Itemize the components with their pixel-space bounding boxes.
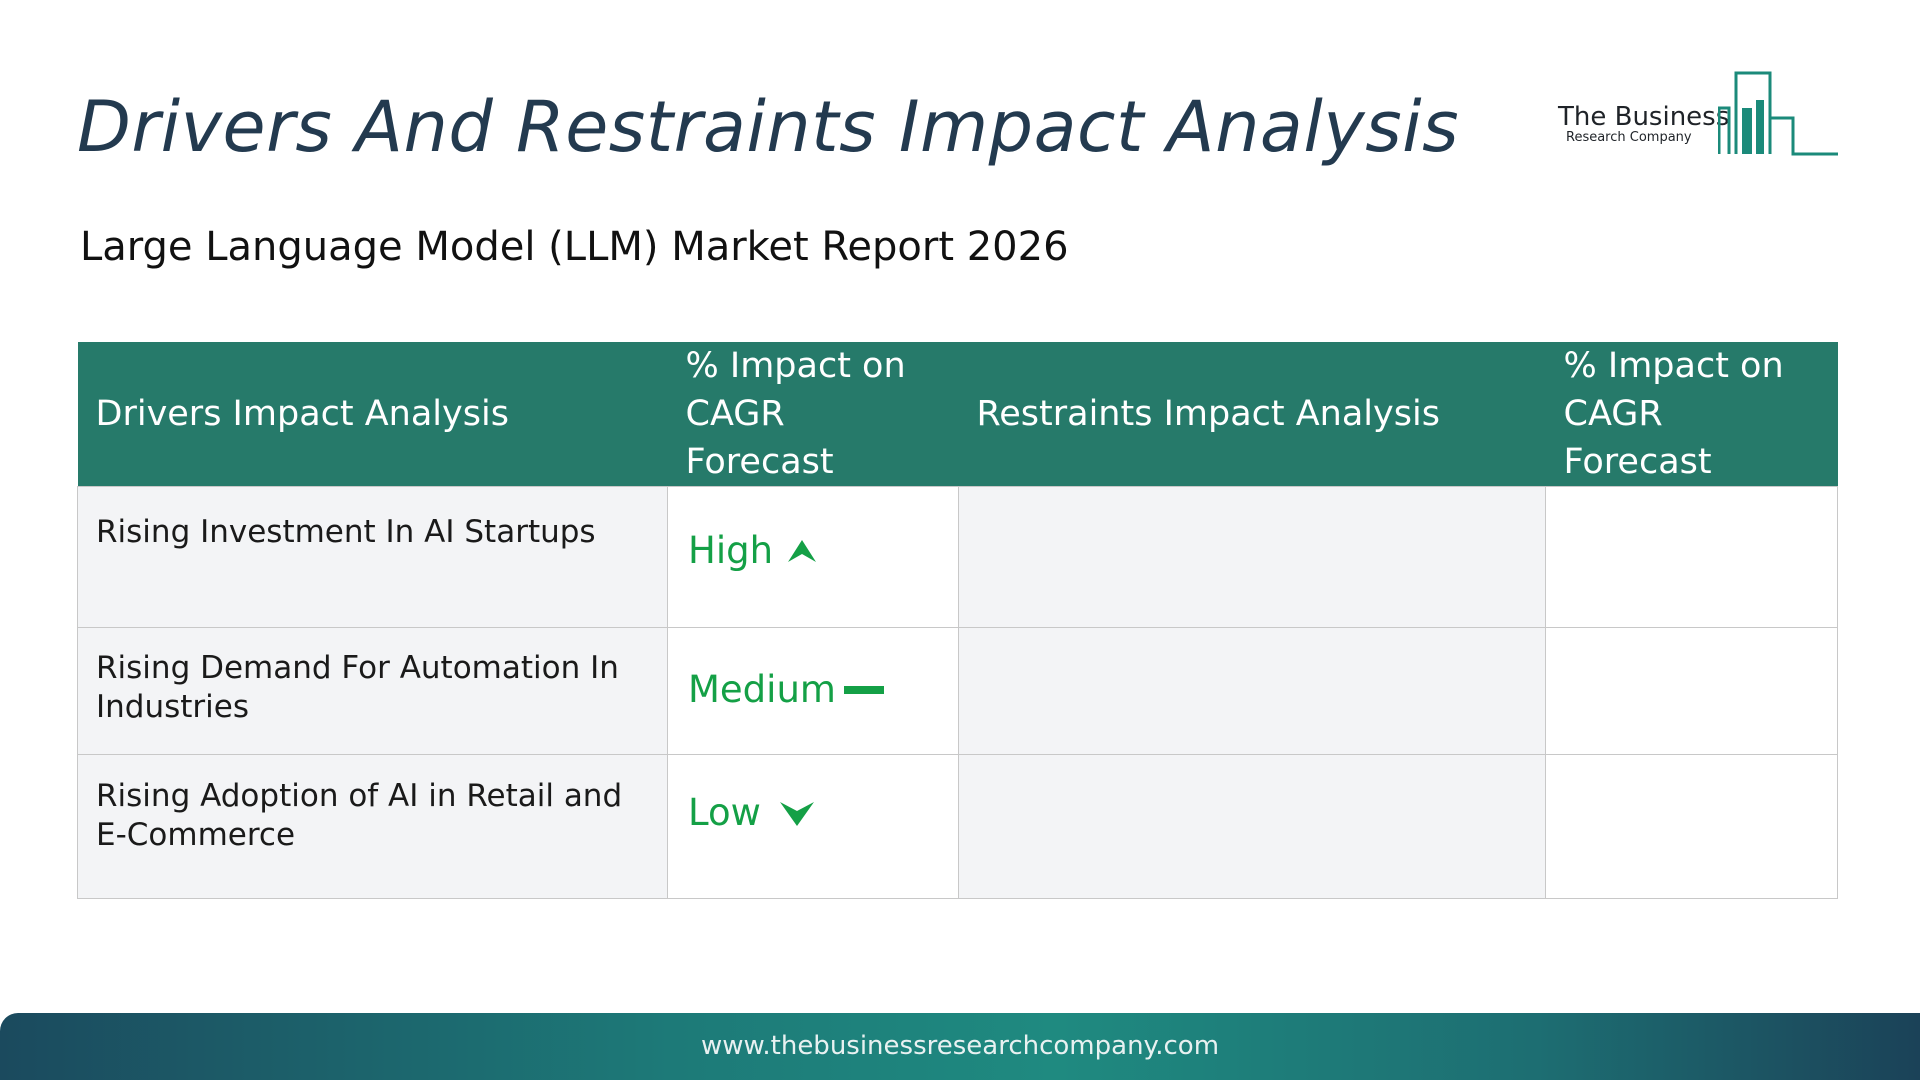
report-subtitle: Large Language Model (LLM) Market Report… <box>80 224 1069 270</box>
restraint-cell <box>958 486 1546 628</box>
company-logo: The Business Research Company <box>1554 66 1838 156</box>
header-restraints: Restraints Impact Analysis <box>958 342 1546 487</box>
impact-cell: Low <box>667 754 959 899</box>
impact-level: Low <box>688 791 761 834</box>
arrow-up-icon <box>788 539 817 562</box>
header-driver-impact: % Impact on CAGR Forecast <box>667 342 959 487</box>
driver-cell: Rising Adoption of AI in Retail and E-Co… <box>77 754 668 899</box>
arrow-down-icon <box>779 801 814 826</box>
logo-name: The Business <box>1558 102 1730 132</box>
header-restraint-impact: % Impact on CAGR Forecast <box>1545 342 1838 487</box>
impact-level: Medium <box>688 668 836 711</box>
table-row: Rising Investment In AI Startups High <box>77 486 1838 628</box>
driver-cell: Rising Demand For Automation In Industri… <box>77 627 668 755</box>
driver-cell: Rising Investment In AI Startups <box>77 486 668 628</box>
footer-website-link[interactable]: www.thebusinessresearchcompany.com <box>700 1031 1220 1061</box>
page-title: Drivers And Restraints Impact Analysis <box>77 86 1460 168</box>
header-drivers: Drivers Impact Analysis <box>77 342 668 487</box>
footer-bar: www.thebusinessresearchcompany.com <box>0 1013 1920 1080</box>
restraint-impact-cell <box>1545 627 1838 755</box>
table-header-row: Drivers Impact Analysis % Impact on CAGR… <box>77 342 1838 487</box>
table-row: Rising Demand For Automation In Industri… <box>77 627 1838 755</box>
impact-table: Drivers Impact Analysis % Impact on CAGR… <box>77 342 1838 899</box>
impact-cell: Medium <box>667 627 959 755</box>
restraint-cell <box>958 627 1546 755</box>
dash-icon <box>843 685 884 694</box>
logo-tagline: Research Company <box>1566 130 1692 145</box>
restraint-impact-cell <box>1545 754 1838 899</box>
restraint-impact-cell <box>1545 486 1838 628</box>
impact-level: High <box>688 529 774 572</box>
impact-cell: High <box>667 486 959 628</box>
building-bars-icon <box>1718 71 1838 156</box>
restraint-cell <box>958 754 1546 899</box>
table-row: Rising Adoption of AI in Retail and E-Co… <box>77 754 1838 899</box>
